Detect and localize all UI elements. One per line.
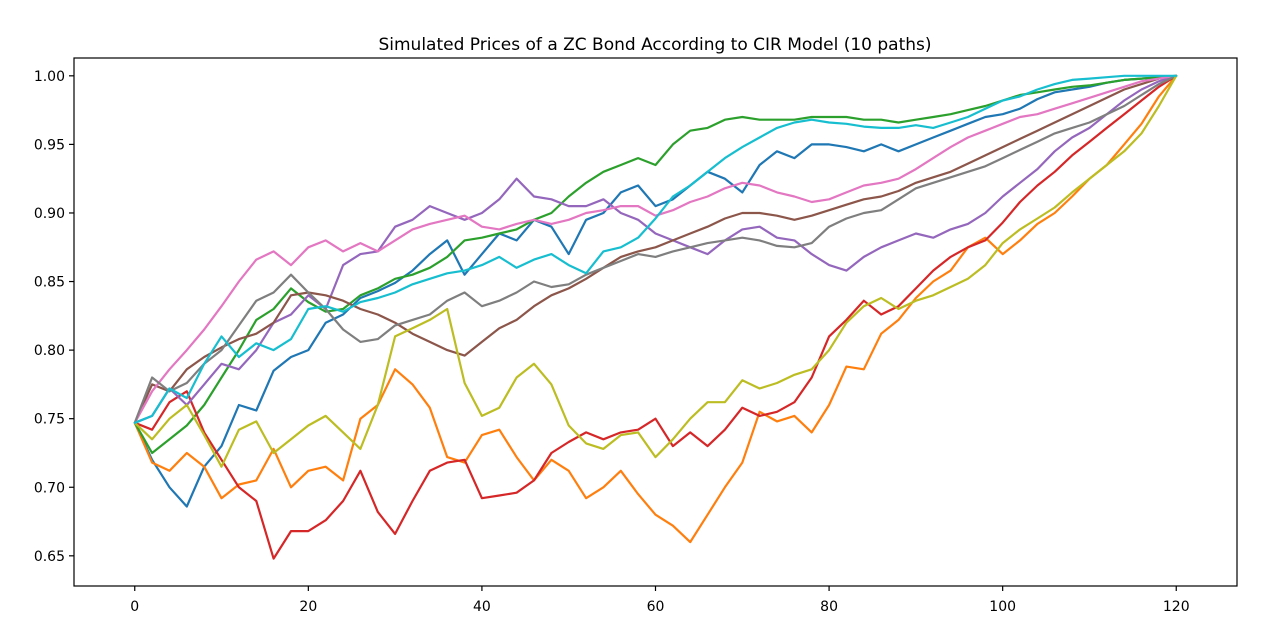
x-tick-label: 80 [820,599,838,615]
y-tick-label: 0.95 [34,137,65,153]
y-tick-label: 0.65 [34,549,65,565]
series-line-4 [133,74,1178,560]
y-tick-label: 0.70 [34,480,65,496]
x-tick-label: 40 [473,599,491,615]
y-tick-label: 1.00 [34,69,65,85]
series-line-1 [133,74,1178,508]
series-line-8 [133,74,1178,424]
x-tick-label: 20 [299,599,317,615]
series-line-9 [133,74,1178,468]
y-axis: 0.65 0.70 0.75 0.80 0.85 0.90 0.95 1.00 [34,69,74,565]
x-tick-label: 100 [989,599,1016,615]
series-line-7 [133,74,1178,424]
series-line-10 [133,74,1178,424]
series-line-5 [133,74,1178,424]
y-tick-label: 0.80 [34,343,65,359]
x-tick-label: 60 [647,599,665,615]
chart-title: Simulated Prices of a ZC Bond According … [378,35,931,55]
series-line-2 [133,74,1178,544]
x-tick-label: 120 [1163,599,1190,615]
series-layer [133,74,1178,560]
series-line-6 [133,74,1178,424]
y-tick-label: 0.85 [34,275,65,291]
x-axis: 0 20 40 60 80 100 120 [130,586,1190,615]
x-tick-label: 0 [130,599,139,615]
y-tick-label: 0.75 [34,412,65,428]
y-tick-label: 0.90 [34,206,65,222]
axes-frame [73,57,1238,587]
plot-area: 0 20 40 60 80 100 120 0.65 0.70 0.75 0.80 0.85 0.90… [34,57,1238,615]
